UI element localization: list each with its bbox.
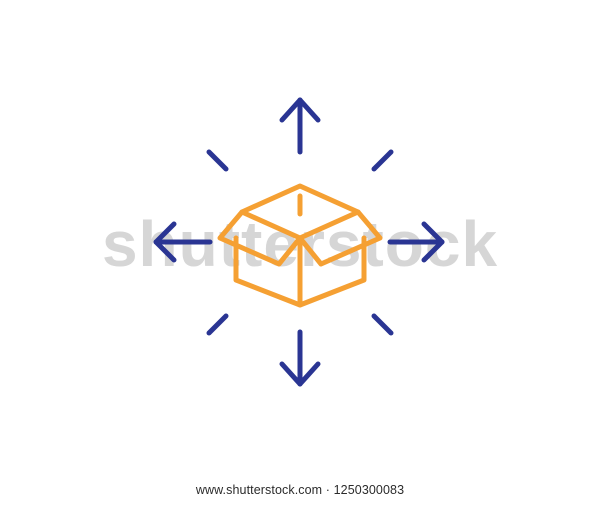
dash-top-right	[374, 152, 391, 169]
arrow-down-icon	[282, 332, 318, 384]
box-distribution-illustration: shutterstock	[0, 0, 600, 470]
dash-bottom-right	[374, 316, 391, 333]
footer-band: www.shutterstock.com · 1250300083	[0, 474, 600, 505]
dash-top-left	[209, 152, 226, 169]
dash-bottom-left	[209, 316, 226, 333]
arrow-up-icon	[282, 100, 318, 152]
footer-url-text: www.shutterstock.com · 1250300083	[196, 483, 404, 497]
